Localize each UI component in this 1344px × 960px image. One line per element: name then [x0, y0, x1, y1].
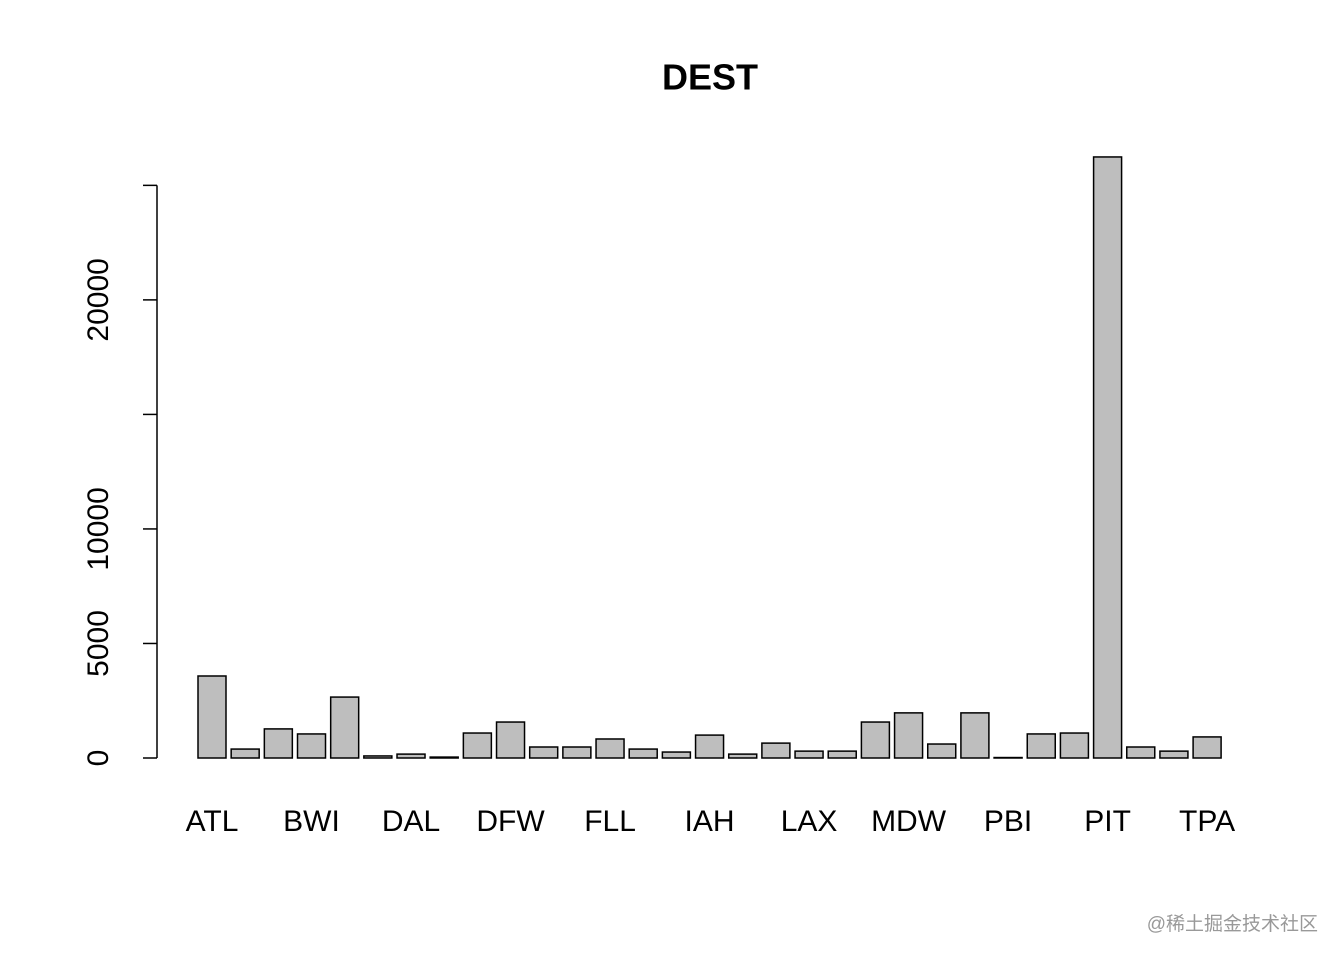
- bar: [860, 721, 891, 759]
- y-tick-label: 20000: [82, 258, 115, 341]
- bar: [1192, 736, 1222, 759]
- x-tick-label: FLL: [584, 805, 636, 838]
- bar: [263, 728, 294, 759]
- x-tick-label: PIT: [1084, 805, 1131, 838]
- y-tick-label: 10000: [82, 487, 115, 570]
- bar: [794, 750, 824, 759]
- bar: [296, 733, 327, 759]
- bar: [562, 746, 592, 759]
- y-tick-label: 5000: [82, 610, 115, 677]
- x-tick-label: IAH: [685, 805, 735, 838]
- x-tick-label: TPA: [1179, 805, 1235, 838]
- x-tick-label: PBI: [984, 805, 1032, 838]
- y-tick-label: 0: [82, 750, 115, 767]
- x-tick-label: ATL: [186, 805, 239, 838]
- bar: [396, 753, 426, 759]
- bar: [462, 732, 493, 759]
- x-tick-label: DFW: [476, 805, 545, 838]
- bar: [1159, 750, 1189, 759]
- x-tick-label: LAX: [781, 805, 838, 838]
- bar: [495, 721, 526, 759]
- bar: [628, 748, 658, 759]
- bar: [761, 742, 791, 759]
- bar: [893, 712, 924, 759]
- x-tick-label: DAL: [382, 805, 440, 838]
- bar: [694, 734, 725, 759]
- bar: [429, 756, 459, 759]
- bar: [1092, 156, 1123, 759]
- bar: [1026, 733, 1056, 759]
- bar: [363, 755, 393, 759]
- bar: [1059, 732, 1090, 759]
- x-tick-label: BWI: [283, 805, 340, 838]
- watermark: @稀土掘金技术社区: [1147, 913, 1318, 935]
- bar: [960, 712, 990, 759]
- bar: [595, 738, 625, 759]
- bar: [197, 675, 227, 759]
- bar: [827, 750, 857, 759]
- x-tick-label: MDW: [871, 805, 947, 838]
- bar: [727, 753, 758, 759]
- bar: [1126, 746, 1156, 759]
- bar: [661, 751, 692, 759]
- bar: [329, 696, 360, 759]
- bar: [230, 748, 260, 759]
- chart-title: DEST: [662, 57, 758, 98]
- bar: [926, 743, 957, 759]
- bar: [528, 746, 559, 759]
